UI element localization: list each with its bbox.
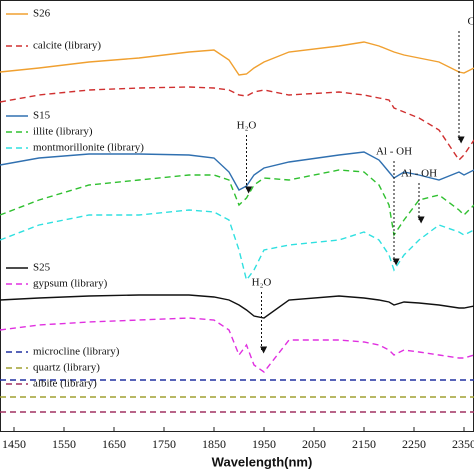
x-tick-label: 2150 xyxy=(352,437,376,451)
legend-label: montmorillonite (library) xyxy=(33,142,144,154)
x-axis-label: Wavelength(nm) xyxy=(212,454,313,469)
legend-label: S26 xyxy=(33,8,51,20)
x-tick-label: 1450 xyxy=(2,437,26,451)
x-tick-label: 1750 xyxy=(152,437,176,451)
annotation: Al - OH xyxy=(401,168,437,180)
series-line xyxy=(0,209,474,282)
annotation: Al - OH xyxy=(376,146,412,158)
legend-label: calcite (library) xyxy=(33,40,101,52)
series-line xyxy=(0,151,474,191)
x-tick-label: 2050 xyxy=(302,437,326,451)
legend-label: microcline (library) xyxy=(33,346,120,358)
legend-label: S15 xyxy=(33,110,51,122)
x-tick-label: 1550 xyxy=(52,437,76,451)
annotation: H₂O xyxy=(252,277,272,289)
series-line xyxy=(0,294,474,319)
series-line xyxy=(0,41,474,76)
legend-label: S25 xyxy=(33,262,51,274)
x-tick-label: 2350 xyxy=(452,437,474,451)
series-line xyxy=(0,169,474,237)
series-line xyxy=(0,86,474,162)
legend-label: quartz (library) xyxy=(33,362,100,374)
x-tick-label: 1950 xyxy=(252,437,276,451)
annotation: CO₂ xyxy=(467,16,474,28)
series-line xyxy=(0,317,474,373)
annotation: H₂O xyxy=(237,120,257,132)
x-tick-label: 1650 xyxy=(102,437,126,451)
legend-label: gypsum (library) xyxy=(33,278,108,290)
x-tick-label: 1850 xyxy=(202,437,226,451)
legend-label: albite (library) xyxy=(33,378,97,390)
x-tick-label: 2250 xyxy=(402,437,426,451)
legend-label: illite (library) xyxy=(33,126,93,138)
